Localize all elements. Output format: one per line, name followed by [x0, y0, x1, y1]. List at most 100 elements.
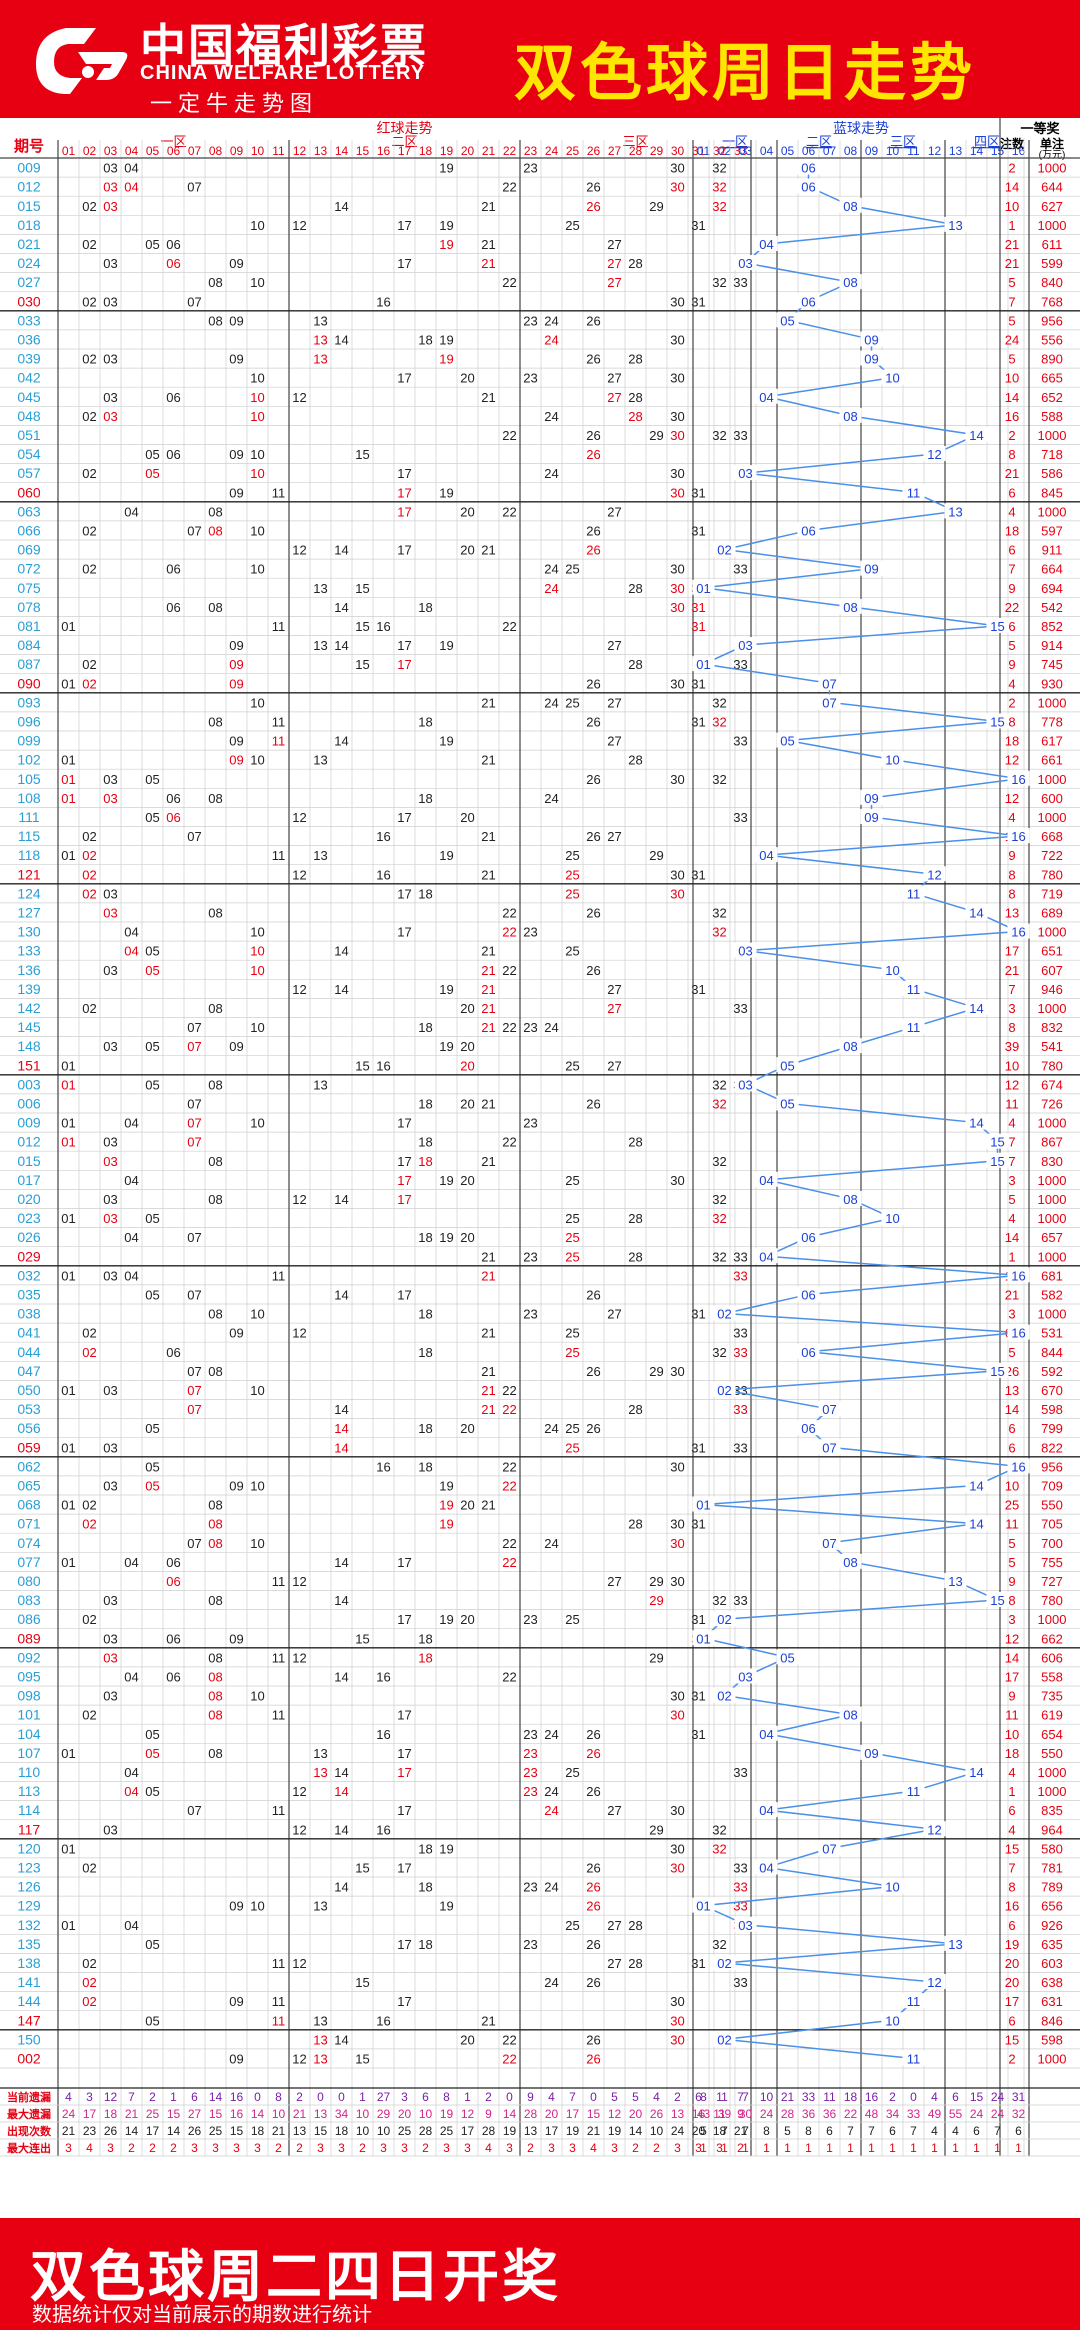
red-ball-30: 30	[670, 1173, 684, 1188]
period-cell: 090	[17, 675, 41, 691]
period-cell: 093	[17, 694, 41, 710]
red-ball-25: 25	[565, 218, 579, 233]
red-ball-19: 19	[439, 1498, 453, 1513]
red-ball-19: 19	[439, 218, 453, 233]
blue-stat-value: 49	[928, 2107, 942, 2121]
red-ball-26: 26	[586, 1880, 600, 1895]
red-ball-30: 30	[670, 409, 684, 424]
red-ball-33: 33	[733, 810, 747, 825]
red-ball-08: 08	[208, 1498, 222, 1513]
winner-count: 2	[1008, 428, 1015, 443]
blue-ball-bg	[755, 1725, 778, 1741]
red-ball-02: 02	[82, 1956, 96, 1971]
red-ball-33: 33	[733, 1765, 747, 1780]
red-ball-28: 28	[628, 581, 642, 596]
red-ball-18: 18	[418, 1631, 432, 1646]
red-stat-value: 9	[485, 2107, 492, 2121]
red-ball-09: 09	[229, 676, 243, 691]
blue-stat-value: 1	[721, 2090, 728, 2104]
red-ball-28: 28	[628, 352, 642, 367]
prize-amount: 664	[1041, 562, 1063, 577]
blue-ball: 01	[696, 1899, 710, 1914]
red-ball-27: 27	[607, 734, 621, 749]
blue-ball: 08	[843, 1708, 857, 1723]
blue-ball: 08	[843, 409, 857, 424]
red-ball-03: 03	[103, 963, 117, 978]
red-ball-15: 15	[355, 1058, 369, 1073]
red-ball-17: 17	[397, 1708, 411, 1723]
blue-ball: 11	[907, 1020, 921, 1035]
red-stat-value: 10	[419, 2107, 433, 2121]
red-ball-04: 04	[124, 1173, 138, 1188]
red-ball-26: 26	[586, 1421, 600, 1436]
blue-ball: 07	[822, 695, 836, 710]
red-ball-21: 21	[481, 199, 495, 214]
red-ball-02: 02	[82, 1708, 96, 1723]
red-ball-15: 15	[355, 581, 369, 596]
blue-ball: 16	[1011, 1459, 1025, 1474]
red-stat-value: 19	[566, 2124, 580, 2138]
blue-ball: 09	[864, 352, 878, 367]
red-zone-1: 一区	[160, 134, 186, 149]
prize-amount: 1000	[1038, 1192, 1067, 1207]
red-stat-value: 15	[167, 2107, 181, 2121]
winner-count: 18	[1005, 734, 1019, 749]
red-ball-28: 28	[628, 1249, 642, 1264]
blue-stat-value: 1	[889, 2141, 896, 2155]
red-ball-23: 23	[523, 1937, 537, 1952]
period-cell: 020	[17, 1191, 41, 1207]
red-ball-17: 17	[397, 218, 411, 233]
blue-stat-value: 21	[781, 2090, 795, 2104]
period-cell: 027	[17, 274, 41, 290]
red-ball-06: 06	[166, 237, 180, 252]
prize-amount: 598	[1041, 1402, 1063, 1417]
red-ball-07: 07	[187, 1803, 201, 1818]
red-ball-32: 32	[712, 1841, 726, 1856]
winner-count: 12	[1005, 1077, 1019, 1092]
blue-ball-bg	[776, 1649, 799, 1665]
blue-ball-bg	[860, 560, 883, 576]
blue-ball: 12	[927, 867, 941, 882]
red-ball-03: 03	[103, 1192, 117, 1207]
prize-amount: 670	[1041, 1383, 1063, 1398]
red-stat-value: 15	[209, 2107, 223, 2121]
red-ball-02: 02	[82, 199, 96, 214]
red-ball-14: 14	[334, 199, 348, 214]
red-ball-26: 26	[586, 1096, 600, 1111]
period-cell: 081	[17, 618, 41, 634]
red-ball-31: 31	[691, 867, 705, 882]
winner-count: 2	[1008, 161, 1015, 176]
red-ball-09: 09	[229, 638, 243, 653]
red-ball-09: 09	[229, 447, 243, 462]
red-ball-24: 24	[544, 1880, 558, 1895]
blue-ball: 10	[885, 371, 899, 386]
red-ball-32: 32	[712, 428, 726, 443]
red-stat-value: 19	[440, 2107, 454, 2121]
red-ball-16: 16	[376, 1669, 390, 1684]
red-ball-18: 18	[418, 791, 432, 806]
red-ball-10: 10	[250, 1536, 264, 1551]
red-ball-20: 20	[460, 1421, 474, 1436]
red-stat-value: 2	[674, 2090, 681, 2104]
winner-count: 14	[1005, 390, 1019, 405]
red-ball-17: 17	[397, 1994, 411, 2009]
red-ball-26: 26	[586, 772, 600, 787]
blue-ball-bg	[755, 1802, 778, 1818]
period-cell: 108	[17, 790, 41, 806]
winner-count: 5	[1008, 1555, 1015, 1570]
red-ball-05: 05	[145, 1287, 159, 1302]
red-ball-01: 01	[61, 1498, 75, 1513]
red-ball-17: 17	[397, 638, 411, 653]
red-ball-24: 24	[544, 1803, 558, 1818]
blue-ball: 06	[801, 1345, 815, 1360]
prize-amount: 846	[1041, 2013, 1063, 2028]
blue-stat-value: 4	[931, 2090, 938, 2104]
red-stat-value: 2	[737, 2141, 744, 2155]
red-stat-value: 6	[695, 2090, 702, 2104]
blue-ball-bg	[860, 350, 883, 366]
period-cell: 089	[17, 1630, 41, 1646]
red-ball-23: 23	[523, 1020, 537, 1035]
blue-ball: 04	[759, 1803, 773, 1818]
red-stat-value: 24	[671, 2124, 685, 2138]
red-ball-15: 15	[355, 1631, 369, 1646]
